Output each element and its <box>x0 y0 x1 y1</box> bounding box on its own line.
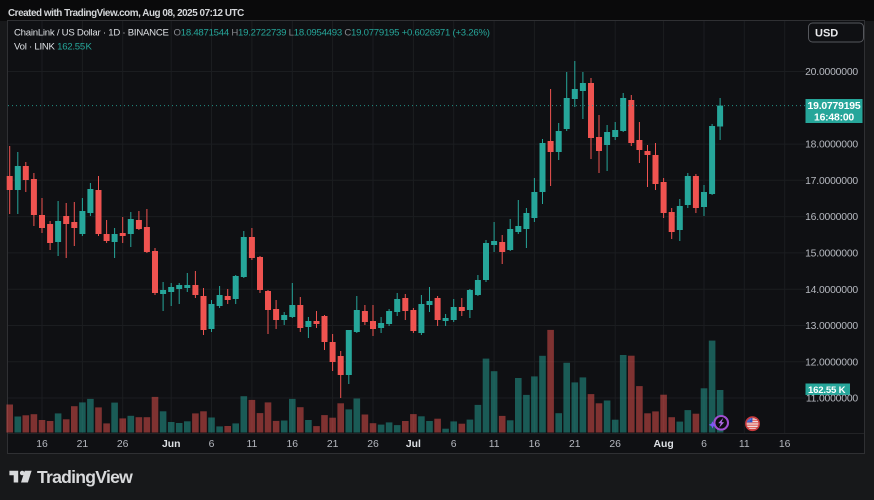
svg-text:6: 6 <box>451 439 457 450</box>
svg-text:Aug: Aug <box>653 439 673 450</box>
svg-text:13.0000000: 13.0000000 <box>805 321 858 332</box>
svg-text:21: 21 <box>77 439 89 450</box>
svg-text:21: 21 <box>327 439 339 450</box>
svg-text:ChainLink / US Dollar · 1D · B: ChainLink / US Dollar · 1D · BINANCE O18… <box>14 28 490 39</box>
svg-text:18.0000000: 18.0000000 <box>805 140 858 151</box>
svg-text:Jun: Jun <box>162 439 180 450</box>
svg-text:26: 26 <box>609 439 621 450</box>
svg-text:15.0000000: 15.0000000 <box>805 249 858 260</box>
svg-text:162.55 K: 162.55 K <box>808 385 846 396</box>
svg-text:11: 11 <box>247 439 258 450</box>
svg-text:21: 21 <box>569 439 581 450</box>
svg-text:17.0000000: 17.0000000 <box>805 176 858 187</box>
svg-text:Jul: Jul <box>406 439 421 450</box>
svg-text:14.0000000: 14.0000000 <box>805 285 858 296</box>
svg-text:Created with TradingView.com,: Created with TradingView.com, Aug 08, 20… <box>8 8 244 19</box>
svg-text:26: 26 <box>117 439 129 450</box>
svg-text:26: 26 <box>367 439 379 450</box>
svg-text:6: 6 <box>209 439 215 450</box>
svg-text:20.0000000: 20.0000000 <box>805 67 858 78</box>
svg-text:11: 11 <box>739 439 750 450</box>
svg-text:16: 16 <box>36 439 48 450</box>
svg-text:6: 6 <box>701 439 707 450</box>
svg-text:TradingView: TradingView <box>37 467 133 487</box>
svg-text:19.0779195: 19.0779195 <box>808 101 861 112</box>
svg-text:Vol · LINK 162.55 K: Vol · LINK 162.55 K <box>14 42 93 53</box>
svg-text:16.0000000: 16.0000000 <box>805 212 858 223</box>
svg-text:USD: USD <box>815 28 838 40</box>
svg-text:16: 16 <box>529 439 541 450</box>
svg-text:11.0000000: 11.0000000 <box>806 394 859 405</box>
svg-text:16: 16 <box>779 439 791 450</box>
svg-text:12.0000000: 12.0000000 <box>805 357 858 368</box>
svg-text:16:48:00: 16:48:00 <box>814 113 854 124</box>
svg-text:16: 16 <box>287 439 299 450</box>
svg-text:11: 11 <box>489 439 500 450</box>
